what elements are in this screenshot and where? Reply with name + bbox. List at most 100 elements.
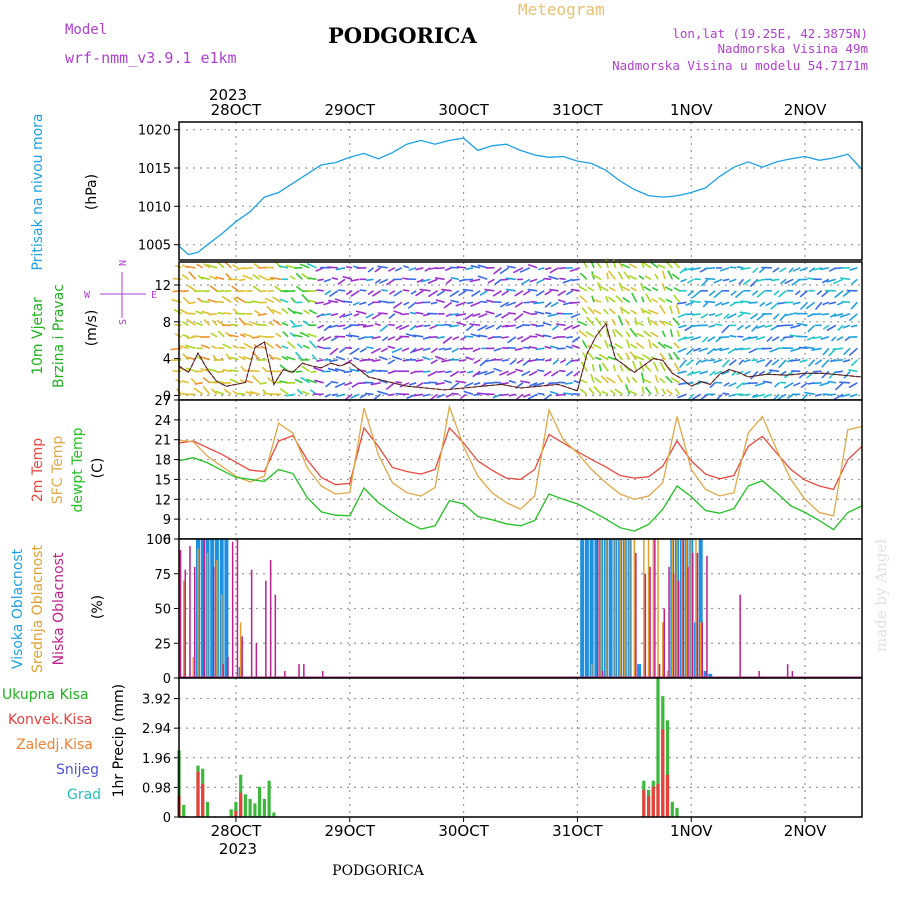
wind-arrow	[245, 391, 253, 396]
wind-arrow	[729, 266, 737, 269]
wind-arrow	[182, 353, 190, 361]
wind-arrow	[473, 359, 481, 364]
wind-arrow	[382, 336, 389, 342]
wind-arrow	[452, 336, 460, 341]
wind-arrow	[774, 382, 780, 388]
wind-arrow	[821, 278, 830, 284]
wind-arrow	[556, 347, 566, 350]
wind-arrow	[379, 324, 389, 332]
wind-arrow	[740, 267, 751, 271]
wind-arrow	[820, 336, 830, 340]
wind-arrow	[194, 290, 203, 293]
wind-arrow	[691, 336, 701, 341]
wind-arrow	[826, 393, 836, 396]
wind-arrow	[251, 369, 260, 373]
wind-arrow	[828, 301, 837, 305]
wind-arrow	[181, 290, 189, 293]
wind-arrow	[718, 336, 730, 339]
wind-arrow	[190, 377, 197, 384]
wind-arrow	[342, 313, 353, 318]
wind-arrow	[476, 392, 488, 396]
precip_conv-bar	[656, 783, 660, 817]
precip_total-bar	[205, 801, 210, 817]
cloud_low-bar	[298, 664, 300, 678]
wind-arrow	[747, 336, 758, 340]
wind-arrow	[422, 393, 431, 397]
wind-arrow	[624, 384, 631, 395]
wind-arrow	[514, 301, 524, 308]
wind-arrow	[327, 367, 339, 373]
wind-arrow	[790, 347, 801, 352]
precip_conv-bar	[661, 729, 665, 817]
wind-arrow	[275, 343, 282, 349]
bottom-day-label: 30OCT	[438, 822, 489, 840]
wind-arrow	[578, 329, 588, 338]
wind-arrow	[617, 271, 624, 280]
wind-arrow	[449, 370, 460, 378]
wind-arrow	[371, 290, 382, 297]
wind-arrow	[607, 270, 617, 280]
wind-arrow	[616, 374, 624, 384]
wind-arrow	[428, 336, 438, 339]
wind-arrow	[476, 370, 488, 376]
wind-ytick-label-0: 0	[163, 389, 171, 404]
wind-arrow	[261, 366, 268, 372]
wind-arrow	[841, 300, 851, 304]
wind-arrow	[365, 313, 374, 319]
wind-arrow	[338, 347, 346, 354]
wind-arrow	[371, 313, 382, 320]
wind-arrow	[740, 347, 751, 351]
precip-plot-area	[179, 678, 862, 817]
wind-arrow	[469, 278, 481, 283]
wind-arrow	[200, 344, 211, 350]
wind-arrow	[514, 368, 524, 373]
wind-arrow	[566, 336, 573, 339]
wind-arrow	[373, 393, 382, 400]
precip_total-bar	[182, 804, 186, 817]
wind-arrow	[330, 336, 339, 342]
wind-arrow	[701, 336, 709, 343]
wind-arrow	[709, 370, 716, 377]
wind-arrow	[302, 344, 310, 350]
wind-arrow	[601, 362, 609, 372]
wind-arrow	[324, 393, 332, 398]
wind-arrow	[374, 267, 382, 273]
precip-legend-total: Ukupna Kisa	[2, 687, 89, 703]
wind-arrow	[444, 323, 452, 327]
wind-arrow	[335, 355, 346, 361]
cloud_high-bar	[608, 539, 613, 678]
wind-arrow	[460, 336, 467, 341]
wind-arrow	[505, 324, 516, 328]
wind-arrow	[522, 310, 531, 315]
wind-arrow	[398, 324, 410, 331]
wind-arrow	[650, 331, 659, 338]
wind-arrow	[759, 301, 766, 307]
wind-arrow	[174, 324, 182, 327]
top-day-label: 29OCT	[324, 101, 375, 119]
cloud_low-bar	[269, 559, 272, 678]
wind-arrow	[350, 393, 360, 399]
cloud_low-bar	[179, 550, 182, 678]
wind-arrow	[598, 364, 602, 372]
wind-arrow	[530, 323, 538, 327]
wind-arrow	[507, 312, 516, 315]
precip-ytick-label-3: 2.94	[142, 722, 171, 737]
wind-arrow	[543, 370, 552, 377]
wind-arrow	[749, 313, 759, 320]
wind-arrow	[549, 345, 559, 350]
precip-ytick-label-1: 0.98	[142, 781, 171, 796]
cloud_mid-bar	[619, 539, 621, 678]
wind-arrow	[422, 347, 431, 352]
wind-arrow	[378, 300, 388, 304]
wind-arrow	[323, 301, 332, 306]
wind-arrow	[783, 336, 794, 339]
wind-arrow	[520, 278, 531, 286]
wind-arrow	[738, 359, 744, 366]
wind-arrow	[677, 370, 687, 375]
wind-arrow	[535, 324, 545, 328]
wind-arrow	[450, 299, 459, 304]
wind-arrow	[349, 368, 360, 373]
wind-arrow	[327, 266, 338, 269]
wind-arrow	[415, 311, 424, 315]
wind-arrow	[747, 382, 758, 385]
